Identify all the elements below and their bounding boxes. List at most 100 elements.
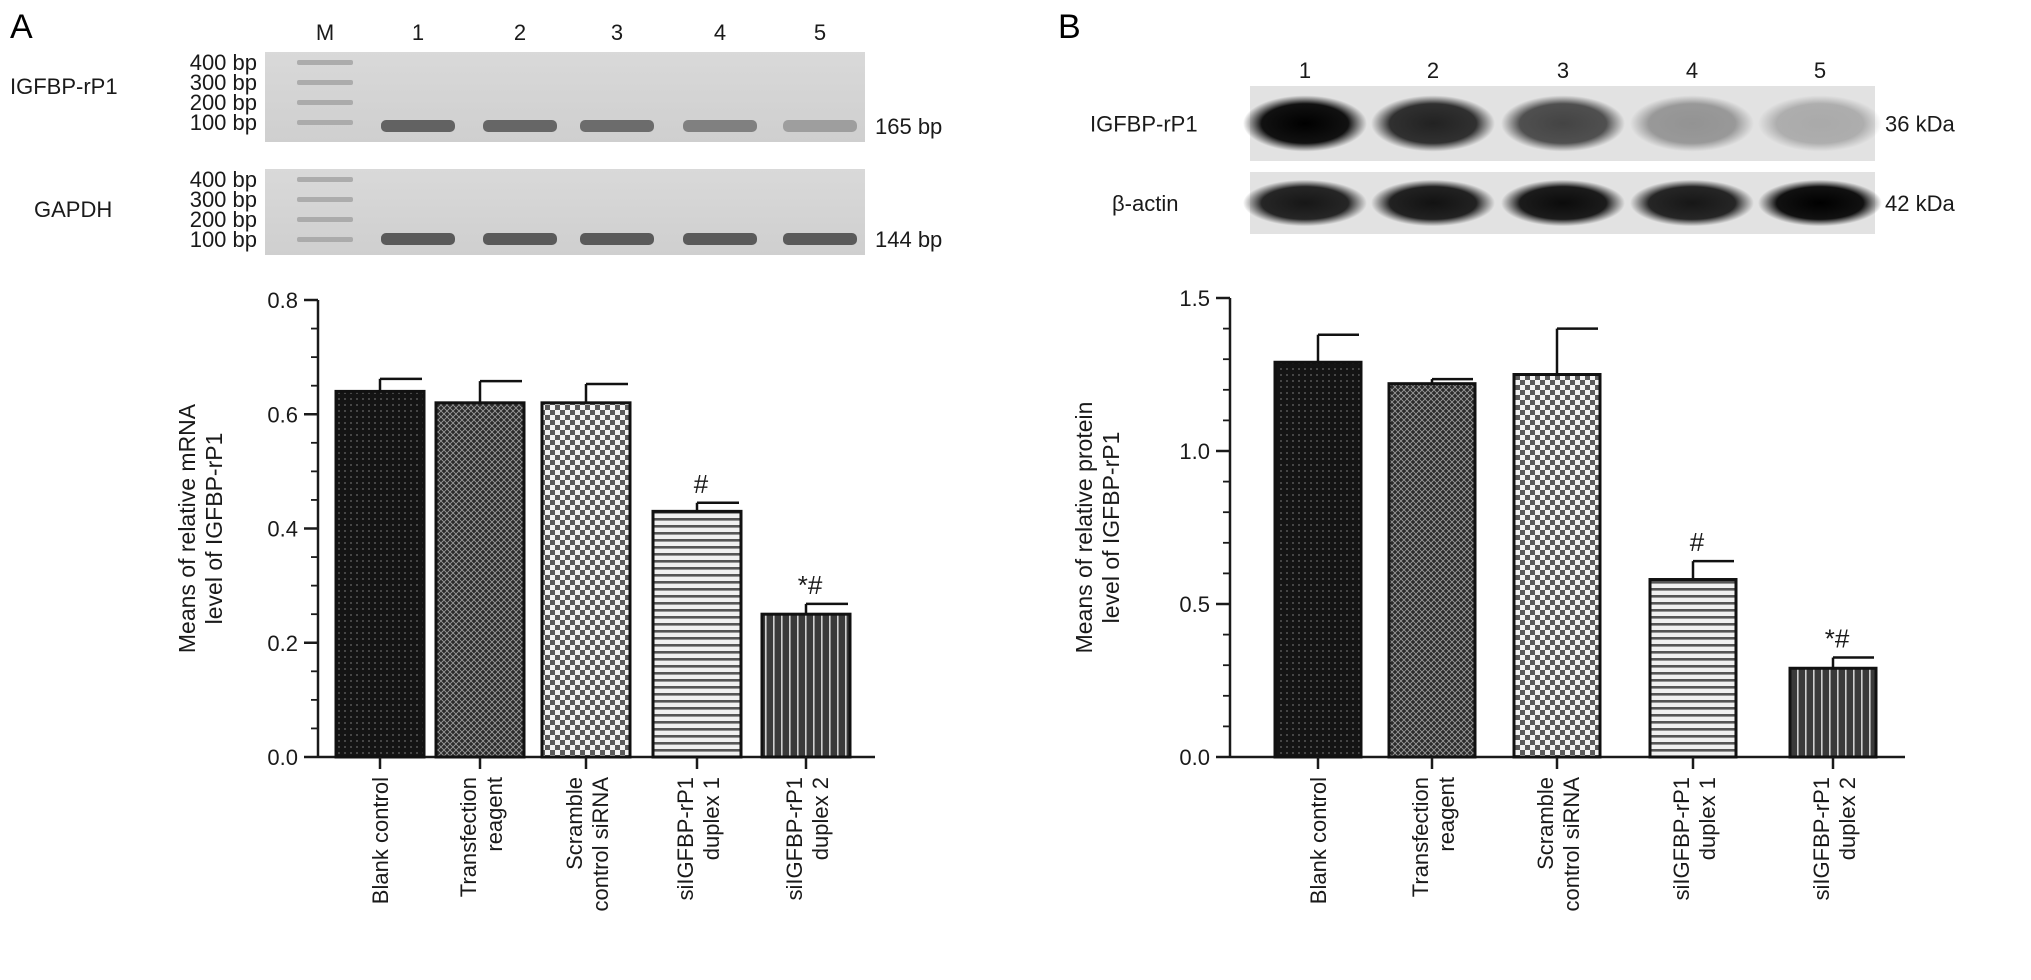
gel-band [580, 120, 654, 132]
category-label-line: duplex 2 [1835, 777, 1860, 860]
gel-row-background [265, 52, 865, 142]
blot-lane-label: 2 [1427, 58, 1439, 83]
ladder-band [297, 120, 353, 125]
gel-band [783, 120, 857, 132]
bar [651, 509, 743, 759]
gel-lane-label: 2 [514, 20, 526, 45]
gel-lane-label: 3 [611, 20, 623, 45]
category-label: Blank control [1306, 777, 1331, 904]
y-axis-label-line: level of IGFBP-rP1 [1098, 432, 1124, 624]
category-label-line: Blank control [1306, 777, 1331, 904]
bar [540, 401, 632, 759]
significance-marker: *# [1825, 624, 1850, 654]
category-label-line: duplex 1 [1695, 777, 1720, 860]
category-label-line: duplex 1 [699, 777, 724, 860]
significance-marker: # [694, 469, 709, 499]
blot-band [1758, 179, 1882, 227]
y-axis-label: Means of relative mRNAlevel of IGFBP-rP1 [174, 403, 227, 653]
category-label-line: reagent [482, 777, 507, 852]
category-label-line: siIGFBP-rP1 [782, 777, 807, 900]
blot-band [1243, 95, 1367, 152]
y-tick-label: 1.0 [1179, 439, 1210, 464]
y-axis-label-line: Means of relative protein [1071, 402, 1097, 654]
gel-band-size: 144 bp [875, 227, 942, 252]
mrna-bar-chart: 0.0 0.2 0.4 0.6 0.8 Means of relative mRNAlev… [174, 288, 875, 911]
marker-size-label: 100 bp [190, 227, 257, 252]
gel-row-name: IGFBP-rP1 [10, 74, 118, 99]
y-axis-label: Means of relative proteinlevel of IGFBP-… [1071, 402, 1124, 654]
y-tick-label: 1.5 [1179, 286, 1210, 311]
category-label: siIGFBP-rP1duplex 1 [1669, 777, 1720, 900]
gel-lane-label: 5 [814, 20, 826, 45]
ladder-band [297, 197, 353, 202]
bar [1512, 373, 1602, 759]
bar [1273, 360, 1363, 759]
category-label-line: siIGFBP-rP1 [1809, 777, 1834, 900]
blot-row-name: β-actin [1112, 191, 1178, 216]
category-label: siIGFBP-rP1duplex 2 [1809, 777, 1860, 900]
bar [434, 401, 526, 759]
marker-size-label: 200 bp [190, 90, 257, 115]
blot-lane-label: 4 [1686, 58, 1698, 83]
western-blot-image: 1 2 3 4 5 IGFBP-rP1 36 kDa β-actin 42 kDa [1090, 58, 1955, 234]
ladder-band [297, 177, 353, 182]
gel-band [381, 120, 455, 132]
category-label-line: siIGFBP-rP1 [673, 777, 698, 900]
y-tick-label: 0.8 [267, 288, 298, 313]
category-label: Transfectionreagent [456, 777, 507, 897]
category-label-line: control siRNA [588, 777, 613, 912]
blot-lane-label: 3 [1557, 58, 1569, 83]
blot-lane-label: 5 [1814, 58, 1826, 83]
blot-band [1758, 95, 1882, 152]
panel-letter-a: A [10, 8, 33, 46]
gel-band [381, 233, 455, 245]
gel-lane-label: 4 [714, 20, 726, 45]
gel-lane-label: M [316, 20, 334, 45]
gel-lane-label: 1 [412, 20, 424, 45]
protein-bar-chart: 0.0 0.5 1.0 1.5 Means of relative proteinlev… [1071, 286, 1905, 911]
category-label: siIGFBP-rP1duplex 2 [782, 777, 833, 900]
significance-marker: *# [798, 570, 823, 600]
gel-band [683, 120, 757, 132]
blot-band-size: 42 kDa [1885, 191, 1955, 216]
blot-row-name: IGFBP-rP1 [1090, 112, 1198, 137]
bar [1788, 666, 1878, 759]
marker-size-label: 100 bp [190, 110, 257, 135]
y-tick-label: 0.5 [1179, 592, 1210, 617]
ladder-band [297, 237, 353, 242]
ladder-band [297, 80, 353, 85]
gel-band [580, 233, 654, 245]
category-label-line: Transfection [456, 777, 481, 897]
blot-band [1243, 179, 1367, 227]
ladder-band [297, 60, 353, 65]
ladder-band [297, 217, 353, 222]
category-label-line: Transfection [1408, 777, 1433, 897]
gel-row-name: GAPDH [34, 197, 112, 222]
y-tick-label: 0.4 [267, 517, 298, 542]
gel-band-size: 165 bp [875, 114, 942, 139]
gel-band [483, 120, 557, 132]
y-axis-label-line: Means of relative mRNA [174, 403, 200, 653]
marker-size-label: 300 bp [190, 187, 257, 212]
category-label: Scramblecontrol siRNA [562, 777, 613, 912]
panel-letter-b: B [1058, 8, 1081, 46]
category-label-line: siIGFBP-rP1 [1669, 777, 1694, 900]
gel-band [683, 233, 757, 245]
gel-band [783, 233, 857, 245]
blot-band [1501, 95, 1625, 152]
bar [760, 612, 852, 759]
blot-band [1371, 95, 1495, 152]
y-axis-label-line: level of IGFBP-rP1 [201, 433, 227, 625]
blot-band-size: 36 kDa [1885, 112, 1955, 137]
category-label-line: Scramble [562, 777, 587, 870]
category-label: Transfectionreagent [1408, 777, 1459, 897]
y-tick-label: 0.0 [267, 745, 298, 770]
y-tick-label: 0.0 [1179, 745, 1210, 770]
category-label: Blank control [368, 777, 393, 904]
category-label: Scramblecontrol siRNA [1533, 777, 1584, 912]
category-label-line: reagent [1434, 777, 1459, 852]
bar [1648, 578, 1738, 759]
gel-row-background [265, 169, 865, 255]
marker-size-label: 300 bp [190, 70, 257, 95]
